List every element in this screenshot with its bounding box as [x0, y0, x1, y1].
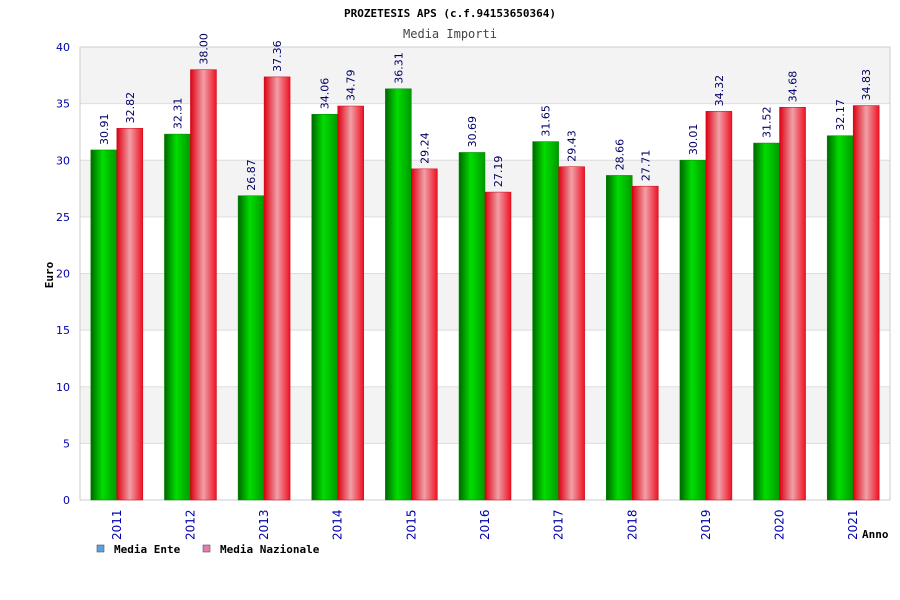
bar-media-ente — [679, 159, 707, 501]
y-tick-label: 20 — [56, 268, 70, 281]
y-tick-label: 10 — [56, 381, 70, 394]
y-tick-label: 25 — [56, 211, 70, 224]
x-tick-label: 2017 — [552, 509, 566, 540]
bar-media-ente — [532, 141, 559, 501]
bar-value-label: 38.00 — [197, 33, 210, 65]
bar-value-label: 29.43 — [566, 130, 579, 162]
bar-value-label: 34.68 — [787, 71, 800, 103]
bar-media-ente — [164, 133, 191, 501]
bar-value-label: 32.31 — [171, 98, 184, 130]
bar-value-label: 30.91 — [98, 113, 111, 145]
bar-value-label: 36.31 — [392, 52, 405, 84]
y-axis-ticks: 0 5 10 15 20 25 30 35 40 — [56, 41, 70, 507]
legend-swatch — [202, 544, 211, 553]
x-tick-label: 2016 — [478, 509, 492, 540]
bar-media-ente — [385, 88, 412, 501]
y-tick-label: 35 — [56, 98, 70, 111]
y-tick-label: 40 — [56, 41, 70, 54]
bar-media-ente — [606, 175, 633, 501]
bar-media-nazionale — [190, 69, 217, 501]
x-tick-label: 2019 — [699, 509, 713, 540]
bar-media-nazionale — [779, 106, 806, 501]
bar-media-nazionale — [852, 105, 880, 501]
bar-media-nazionale — [558, 166, 585, 501]
x-tick-label: 2020 — [773, 509, 787, 540]
legend-label: Media Nazionale — [220, 543, 320, 556]
bar-media-ente — [311, 114, 338, 501]
x-tick-label: 2018 — [625, 509, 639, 540]
x-tick-label: 2011 — [110, 509, 124, 540]
x-tick-label: 2015 — [404, 509, 418, 540]
bar-value-label: 32.82 — [124, 92, 137, 124]
bar-value-label: 37.36 — [271, 40, 284, 72]
bar-value-label: 34.06 — [319, 78, 332, 110]
bar-media-ente — [90, 149, 118, 501]
bar-media-nazionale — [632, 185, 659, 501]
bar-media-nazionale — [263, 76, 291, 501]
bar-value-label: 29.24 — [418, 132, 431, 164]
bar-value-label: 28.66 — [613, 139, 626, 171]
bar-media-nazionale — [484, 191, 512, 501]
value-labels-group: 30.91 32.31 26.87 34.06 36.31 30.69 31.65 28.66… — [98, 33, 873, 191]
legend-swatch — [96, 544, 105, 553]
chart-title: PROZETESIS APS (c.f.94153650364) — [344, 7, 556, 20]
x-tick-label: 2013 — [257, 509, 271, 540]
legend-label: Media Ente — [114, 543, 181, 556]
bar-media-ente — [826, 135, 854, 501]
y-tick-label: 5 — [63, 437, 70, 450]
chart-subtitle: Media Importi — [403, 27, 497, 41]
bar-value-label: 30.69 — [466, 116, 479, 148]
legend: Media Ente Media Nazionale — [96, 543, 320, 556]
x-axis-label: Anno — [862, 528, 889, 541]
bar-value-label: 26.87 — [245, 159, 258, 191]
bar-value-label: 31.65 — [540, 105, 553, 137]
bar-media-ente — [458, 152, 486, 501]
x-tick-label: 2012 — [183, 509, 197, 540]
bar-media-nazionale — [411, 168, 438, 501]
y-tick-label: 30 — [56, 154, 70, 167]
bar-media-nazionale — [116, 128, 144, 501]
x-axis-ticks: 2011 2012 2013 2014 2015 2016 2017 2018 2019 2020… — [110, 509, 860, 540]
bar-value-label: 30.01 — [687, 124, 700, 156]
bar-value-label: 34.79 — [345, 70, 358, 102]
bars-group — [90, 69, 880, 501]
bar-value-label: 27.19 — [492, 156, 505, 188]
y-axis-label: Euro — [43, 261, 56, 288]
y-tick-label: 0 — [63, 494, 70, 507]
x-tick-label: 2014 — [331, 509, 345, 540]
bar-value-label: 34.32 — [713, 75, 726, 107]
bar-media-ente — [237, 195, 265, 501]
bar-value-label: 27.71 — [639, 150, 652, 182]
y-tick-label: 15 — [56, 324, 70, 337]
bar-value-label: 31.52 — [761, 107, 774, 139]
bar-value-label: 34.83 — [860, 69, 873, 101]
bar-media-nazionale — [705, 111, 733, 501]
x-tick-label: 2021 — [846, 509, 860, 540]
bar-media-nazionale — [337, 105, 364, 501]
bar-value-label: 32.17 — [834, 99, 847, 131]
bar-media-ente — [753, 142, 780, 501]
